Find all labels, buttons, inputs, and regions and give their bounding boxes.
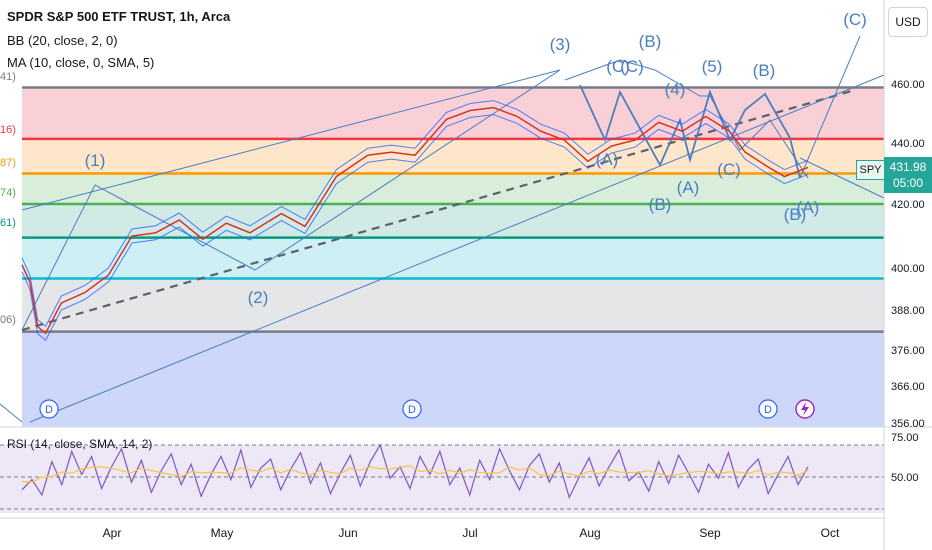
wave-label: (C) [843, 10, 867, 29]
fib-zone-4 [22, 237, 884, 279]
y-tick-label: 460.00 [891, 79, 925, 91]
rsi-ma-line [21, 465, 809, 483]
fib-zone-2 [22, 173, 884, 204]
symbol-tag: SPY [856, 160, 885, 180]
upper-channel-line [21, 69, 561, 211]
wave-label: (A) [677, 178, 700, 197]
wave-labels-group: (1)(2)(3)(A)(B)(C)(4)(5)(B)(A)(C)(B)(B)(… [85, 10, 867, 307]
fib-zone-3 [22, 204, 884, 238]
dividend-badge-label: D [408, 404, 416, 416]
y-tick-label: 366.00 [891, 381, 925, 393]
wave5-line [799, 35, 861, 179]
dividend-badge [402, 399, 422, 419]
zigzag-correction-lines [579, 84, 801, 179]
current-price: 431.98 [889, 160, 927, 174]
wave-label: (B) [753, 61, 776, 80]
dividend-badge [758, 399, 778, 419]
fib-left-label: 16) [0, 124, 16, 136]
fib-left-label: 74) [0, 187, 16, 199]
bollinger-upper-band [21, 100, 809, 328]
rsi-panel-group [0, 426, 932, 513]
left-edge-line [0, 403, 23, 423]
lightning-bolt-icon [801, 402, 809, 416]
y-tick-label: 440.00 [891, 138, 925, 150]
wave-label: (B) [784, 205, 807, 224]
fib-left-label: 06) [0, 314, 16, 326]
dividend-badge [39, 399, 59, 419]
wave-label: (B) [649, 195, 672, 214]
wave-label: (1) [85, 151, 106, 170]
wave-label: (C) [620, 57, 644, 76]
current-price-tag: 431.98 05:00 [884, 157, 932, 193]
y-tick-label: 420.00 [891, 199, 925, 211]
dividend-badge-label: D [764, 404, 772, 416]
x-tick-label: Jul [462, 526, 477, 540]
chart-title: SPDR S&P 500 ETF TRUST, 1h, Arca [7, 9, 231, 24]
fib-left-label: 61) [0, 217, 16, 229]
wave-label: (5) [702, 57, 723, 76]
rsi-label: RSI (14, close, SMA, 14, 2) [7, 437, 153, 451]
fib-zone-bottom [22, 331, 884, 427]
candle-countdown: 05:00 [892, 176, 924, 190]
x-tick-label: May [211, 526, 234, 540]
fib-left-labels-group: 41) 16) 87) 74) 61) 06) [0, 71, 16, 326]
fib-left-label: 87) [0, 157, 16, 169]
wave-label: (C) [606, 57, 630, 76]
wave-label: (A) [797, 198, 820, 217]
wave-label: (B) [639, 32, 662, 51]
rsi-level-label: 75.00 [891, 432, 919, 444]
wave-label: (2) [248, 288, 269, 307]
fib-zone-0 [22, 87, 884, 139]
x-tick-label: Aug [579, 526, 600, 540]
fib-zone-1 [22, 138, 884, 174]
dividend-badge-label: D [45, 404, 53, 416]
x-tick-label: Sep [699, 526, 721, 540]
x-tick-label: Oct [821, 526, 840, 540]
dashed-trend-line [21, 88, 856, 332]
abc-wave-lines [564, 59, 809, 179]
bollinger-label: BB (20, close, 2, 0) [7, 33, 118, 48]
x-tick-label: Apr [103, 526, 122, 540]
y-tick-label: 388.00 [891, 305, 925, 317]
x-tick-label: Jun [338, 526, 357, 540]
rsi-level-label: 50.00 [891, 472, 919, 484]
bollinger-lower-band [21, 114, 809, 342]
wave-label: (A) [596, 150, 619, 169]
fib-left-label: 41) [0, 71, 16, 83]
y-tick-label: 356.00 [891, 418, 925, 430]
elliott-wave-lines [21, 69, 561, 331]
y-tick-label: 400.00 [891, 263, 925, 275]
price-series-group [21, 100, 809, 342]
wave-label: (C) [717, 160, 741, 179]
fib-zone-5 [22, 278, 884, 332]
y-tick-label: 376.00 [891, 345, 925, 357]
wave-label: (3) [550, 35, 571, 54]
wave-label: (4) [665, 80, 686, 99]
right-descending-line [799, 157, 885, 199]
currency-button[interactable]: USD [888, 7, 928, 37]
price-line [21, 106, 809, 335]
moving-average-label: MA (10, close, 0, SMA, 5) [7, 55, 155, 70]
trend-lines-group [0, 35, 885, 423]
rsi-line [21, 443, 809, 500]
lower-channel-line [29, 74, 885, 423]
